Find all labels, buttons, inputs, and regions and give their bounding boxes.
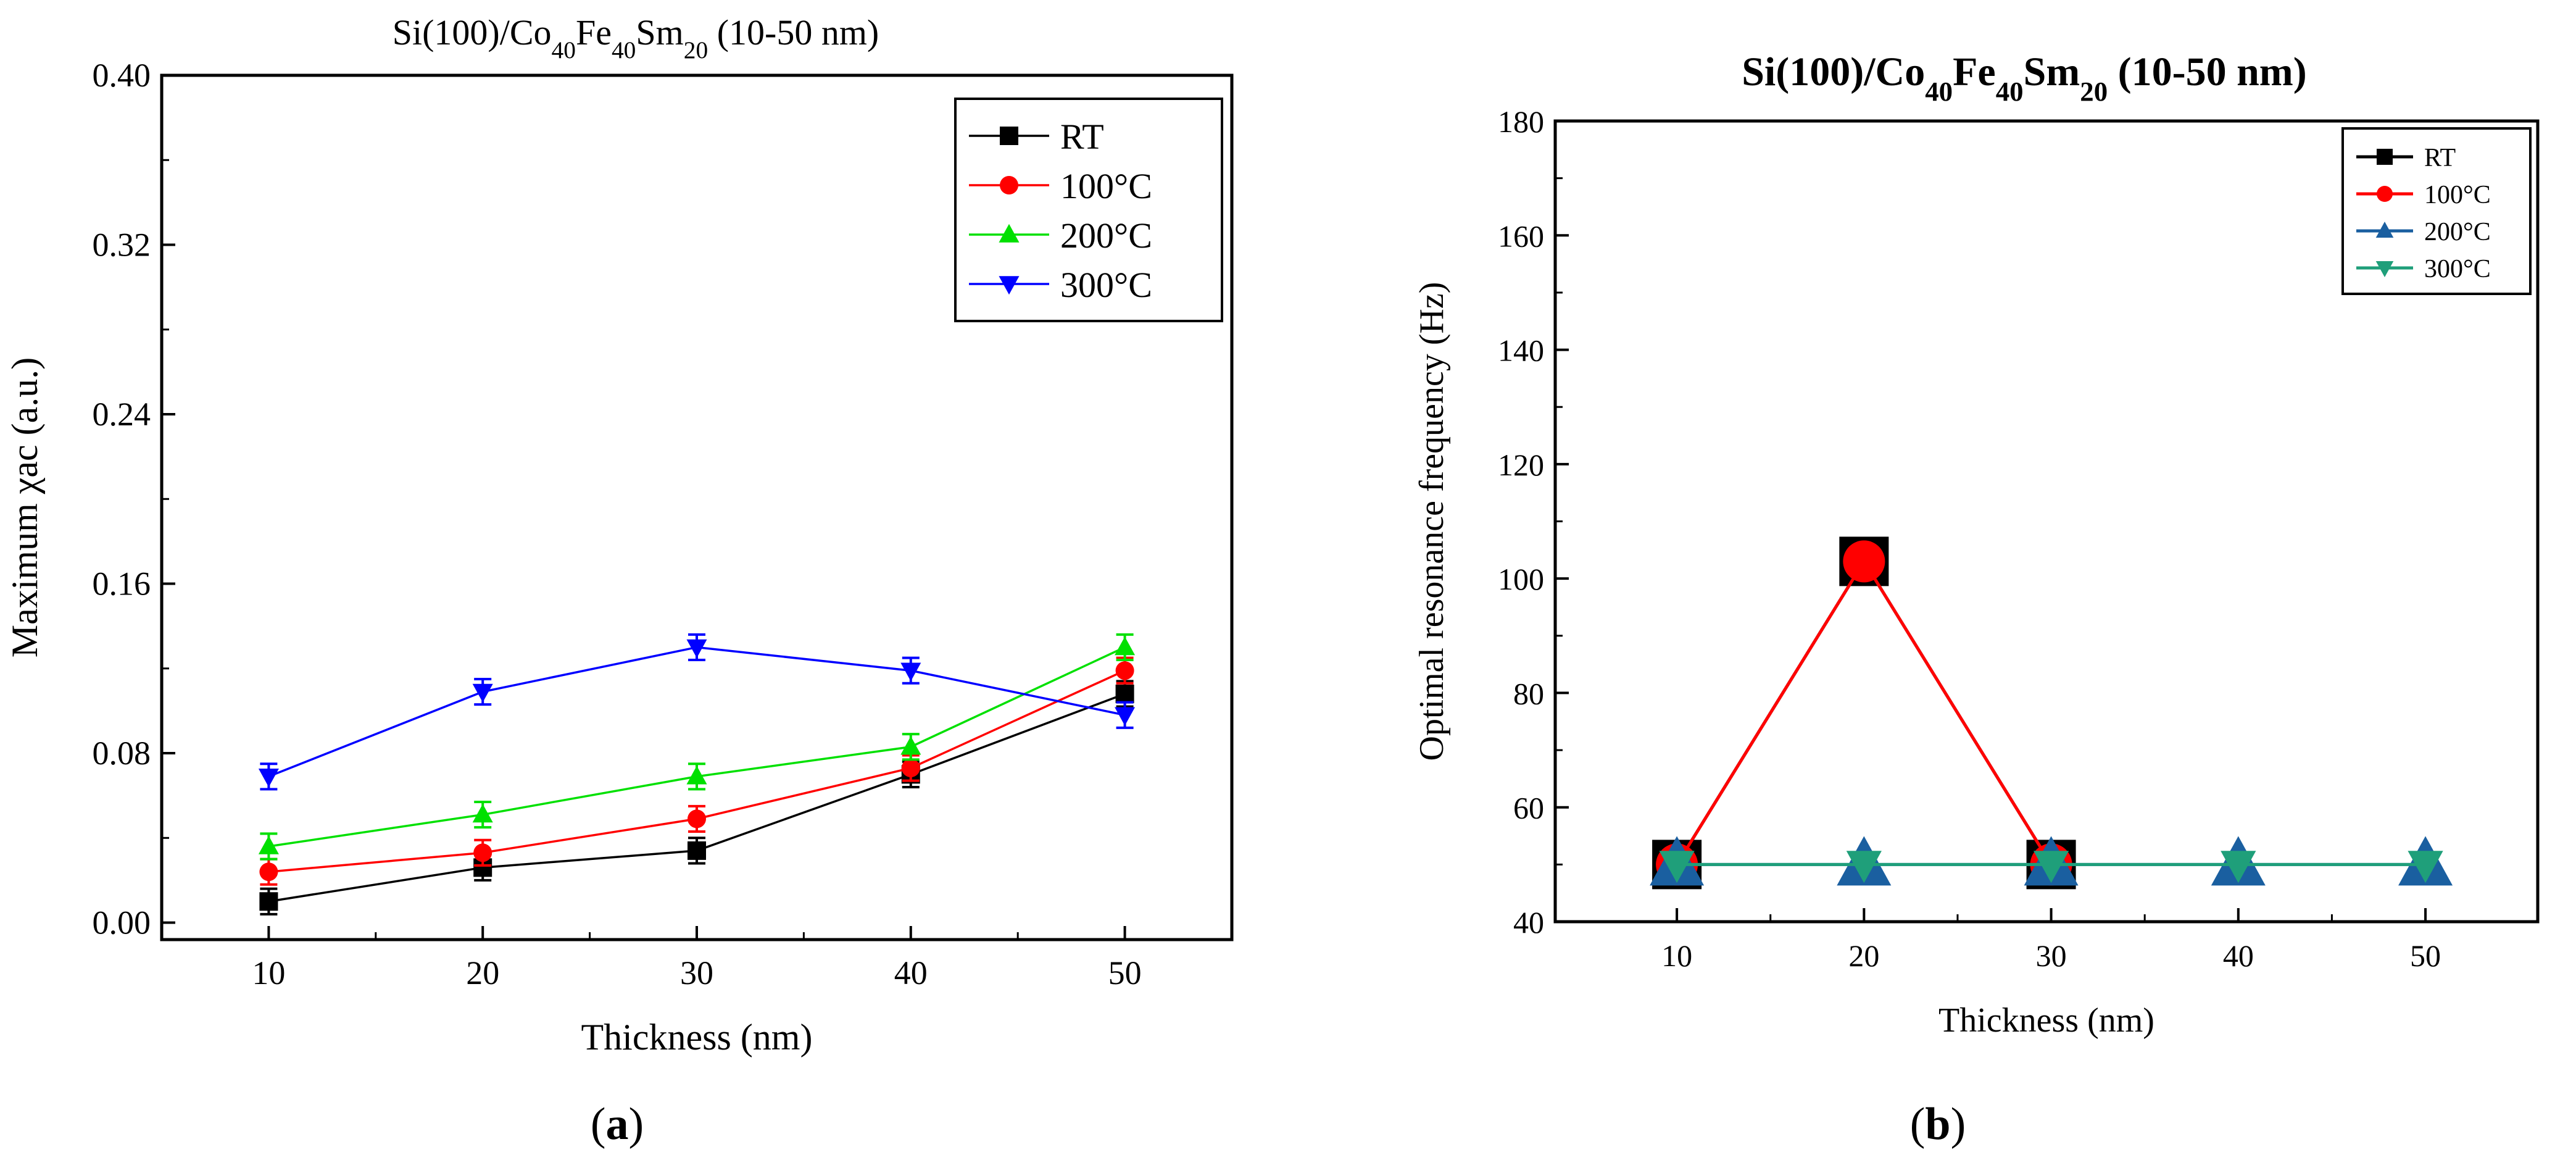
x-tick-label: 20	[466, 954, 499, 991]
x-tick-label: 50	[2410, 938, 2441, 973]
legend-marker	[1000, 176, 1018, 194]
panel-letter-b: b	[1925, 1099, 1950, 1150]
data-point-300°C	[1659, 851, 1695, 883]
data-point-300°C	[686, 639, 707, 658]
data-point-300°C	[2221, 851, 2256, 883]
y-tick-label: 0.32	[93, 227, 151, 264]
data-point-200°C	[1115, 636, 1136, 656]
x-tick-label: 40	[2223, 938, 2254, 973]
legend-label: RT	[2424, 144, 2456, 172]
data-point-300°C	[900, 662, 921, 682]
data-point-100°C	[259, 862, 278, 882]
data-point-RT	[688, 841, 706, 860]
data-point-200°C	[686, 766, 707, 785]
legend-marker	[999, 276, 1020, 295]
data-point-100°C	[688, 809, 706, 828]
data-point-100°C	[1843, 540, 1885, 583]
legend-label: 200°C	[2424, 218, 2491, 246]
x-axis-label: Thickness (nm)	[1938, 1001, 2154, 1040]
data-point-300°C	[2033, 851, 2069, 883]
data-point-100°C	[473, 843, 492, 862]
data-point-200°C	[900, 736, 921, 755]
legend-marker	[2377, 149, 2393, 165]
data-point-300°C	[1846, 851, 1882, 883]
legend-label: 300°C	[2424, 255, 2491, 283]
data-point-100°C	[901, 759, 920, 778]
data-point-300°C	[472, 683, 493, 703]
data-point-300°C	[1115, 707, 1136, 726]
legend-marker	[999, 223, 1020, 243]
y-tick-label: 160	[1498, 219, 1544, 253]
y-tick-label: 80	[1513, 676, 1544, 711]
chart-title: Si(100)/Co40Fe40Sm20 (10-50 nm)	[1742, 49, 2307, 107]
legend-label: 100°C	[1060, 166, 1152, 206]
chart-panel-a: 0.00 0.08 0.16 0.24 0.32 0.40 10 20 30 40 50 Thickn…	[4, 12, 1234, 1058]
panel-label-a: (a)	[591, 1099, 644, 1150]
data-point-RT	[1115, 684, 1134, 703]
data-point-100°C	[1115, 661, 1134, 680]
x-tick-label: 30	[680, 954, 713, 991]
legend-label: RT	[1060, 117, 1104, 157]
y-tick-label: 0.40	[93, 57, 151, 94]
y-axis-label: Maximum χac (a.u.)	[4, 357, 45, 657]
x-tick-label: 50	[1108, 954, 1142, 991]
series-line-300°C	[268, 646, 1125, 778]
legend-label: 300°C	[1060, 265, 1152, 305]
x-tick-label: 30	[2036, 938, 2067, 973]
legend-label: 200°C	[1060, 215, 1152, 256]
legend-marker	[2375, 261, 2394, 277]
legend-box	[2341, 127, 2532, 295]
y-tick-label: 0.24	[93, 396, 151, 433]
data-point-200°C	[258, 835, 279, 854]
x-tick-label: 20	[1848, 938, 1879, 973]
panel-letter-a: a	[606, 1099, 629, 1150]
y-tick-label: 120	[1498, 448, 1544, 482]
y-tick-label: 100	[1498, 562, 1544, 596]
chart-panel-b: 40 60 80 100 120 140 160 180 10 20 30 40 50 Thickness…	[1413, 49, 2540, 1040]
y-tick-label: 40	[1513, 905, 1544, 940]
series-line-100°C	[1675, 558, 2053, 866]
data-point-300°C	[258, 769, 279, 788]
legend-label: 100°C	[2424, 181, 2491, 209]
legend-marker	[1000, 127, 1018, 145]
x-tick-label: 40	[894, 954, 928, 991]
y-tick-label: 60	[1513, 791, 1544, 825]
legend-marker	[2377, 186, 2393, 202]
data-point-RT	[259, 892, 278, 911]
y-tick-label: 0.08	[93, 735, 151, 772]
x-tick-label: 10	[1661, 938, 1692, 973]
legend: RT 100°C 200°C 300°C	[2341, 127, 2532, 295]
data-point-200°C	[472, 804, 493, 823]
y-tick-label: 180	[1498, 104, 1544, 139]
legend-marker	[2375, 222, 2394, 238]
series-line-RT	[1675, 558, 2053, 866]
y-tick-label: 0.16	[93, 565, 151, 603]
legend: RT 100°C 200°C 300°C	[954, 98, 1223, 322]
y-tick-label: 0.00	[93, 904, 151, 941]
y-tick-label: 140	[1498, 333, 1544, 368]
x-tick-label: 10	[252, 954, 285, 991]
y-axis-label: Optimal resonance frequency (Hz)	[1413, 282, 1451, 761]
panel-label-b: (b)	[1910, 1099, 1966, 1150]
data-point-300°C	[2408, 851, 2443, 883]
chart-title: Si(100)/Co40Fe40Sm20 (10-50 nm)	[393, 12, 879, 64]
x-axis-label: Thickness (nm)	[581, 1017, 813, 1058]
